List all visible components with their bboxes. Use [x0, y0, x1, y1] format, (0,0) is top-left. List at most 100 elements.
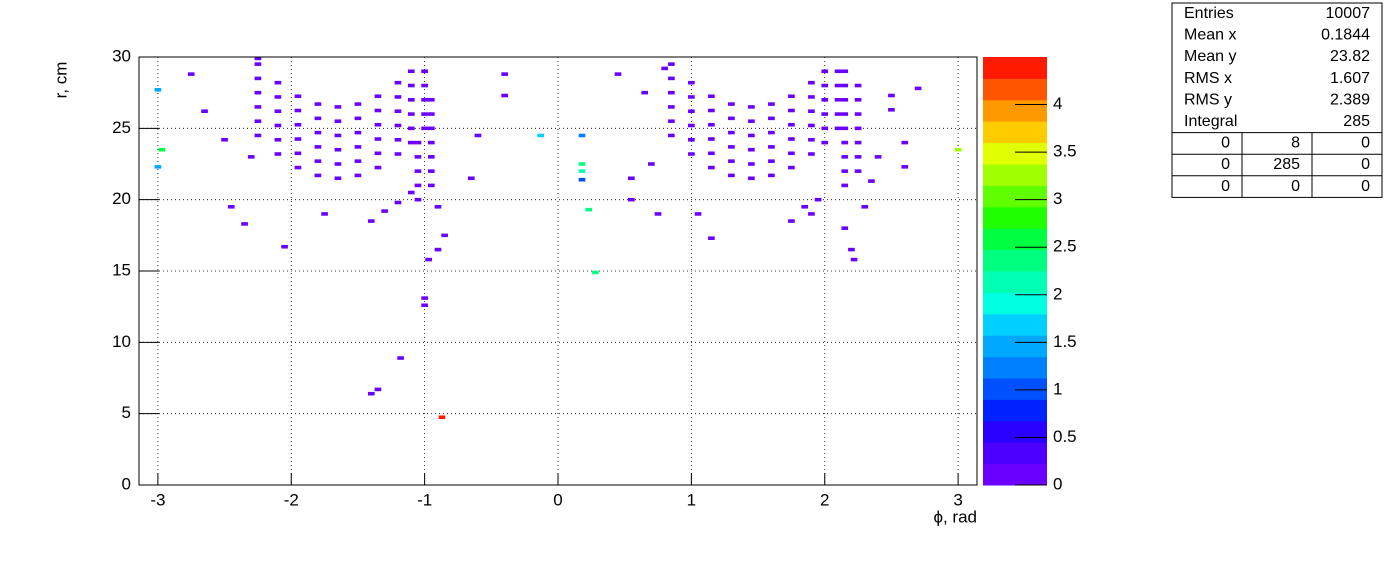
stats-value: 23.82	[1330, 48, 1370, 65]
cell	[314, 173, 322, 178]
cell	[154, 165, 162, 169]
palette-band	[983, 228, 1047, 251]
x-tick-label: -3	[150, 490, 165, 509]
cell	[427, 169, 435, 173]
cell	[708, 151, 715, 156]
cell	[654, 212, 662, 216]
cell	[748, 176, 755, 181]
stats-cell: 0	[1361, 135, 1370, 152]
cell	[914, 86, 922, 91]
cell	[394, 95, 402, 99]
cell	[834, 126, 842, 131]
cell	[427, 183, 435, 188]
cell	[688, 109, 695, 113]
stats-label: Entries	[1184, 5, 1234, 22]
palette-band	[983, 292, 1047, 315]
stats-label: Integral	[1184, 113, 1237, 130]
cell	[668, 90, 675, 95]
cell	[294, 137, 302, 141]
cell	[708, 108, 715, 113]
cell	[861, 205, 869, 209]
cell	[281, 244, 288, 249]
cell	[421, 83, 428, 88]
cell	[407, 126, 415, 131]
cell	[394, 152, 402, 156]
cell	[841, 226, 849, 230]
palette-band	[983, 249, 1047, 272]
cell	[708, 165, 715, 170]
palette-band	[983, 463, 1047, 486]
cell	[821, 140, 829, 145]
cell	[294, 94, 302, 99]
x-axis-label: ϕ, rad	[933, 507, 977, 526]
cell	[427, 155, 435, 159]
cell	[314, 159, 322, 163]
cell	[748, 119, 755, 123]
stats-value: 285	[1343, 113, 1370, 130]
cell	[381, 209, 388, 213]
cell	[434, 205, 442, 209]
cell	[901, 165, 909, 169]
palette-band	[983, 142, 1047, 165]
cell	[414, 140, 422, 145]
cell	[158, 147, 166, 152]
cell	[888, 93, 895, 98]
cell	[688, 152, 695, 156]
cell	[848, 247, 855, 252]
cell	[227, 205, 235, 209]
cell	[708, 122, 715, 127]
cell	[578, 133, 586, 138]
cell	[254, 133, 262, 138]
cell	[688, 80, 695, 85]
cell	[841, 183, 849, 188]
cell	[854, 83, 862, 88]
cell	[708, 137, 715, 141]
cell	[578, 169, 586, 173]
stats-label: RMS x	[1184, 70, 1232, 87]
cell	[187, 72, 195, 76]
cell	[421, 303, 428, 308]
cell	[668, 76, 675, 81]
cell	[694, 212, 702, 216]
cell	[354, 159, 362, 163]
palette-band	[983, 399, 1047, 422]
cell	[241, 222, 248, 226]
cell	[728, 159, 735, 163]
cell	[788, 108, 795, 113]
cell	[374, 165, 382, 170]
stats-cell: 0	[1221, 156, 1230, 173]
palette-band	[983, 442, 1047, 465]
cell	[808, 80, 815, 85]
cell	[648, 162, 655, 166]
cell	[688, 123, 695, 128]
palette-band	[983, 335, 1047, 358]
cell	[314, 130, 322, 135]
cell	[728, 173, 735, 178]
cell	[728, 130, 735, 135]
y-tick-label: 20	[112, 189, 131, 208]
cell	[414, 169, 422, 173]
cell	[801, 205, 809, 209]
palette-band	[983, 206, 1047, 229]
cell	[274, 109, 282, 113]
cell	[854, 126, 862, 131]
cell	[854, 169, 862, 173]
x-tick-label: 3	[953, 490, 962, 509]
stats-value: 2.389	[1330, 91, 1370, 108]
palette-band	[983, 121, 1047, 144]
stats-cell: 0	[1291, 178, 1300, 195]
y-axis-label: r, cm	[51, 62, 70, 99]
cell	[688, 137, 695, 142]
cell	[394, 80, 402, 85]
z-tick-label: 3	[1053, 189, 1062, 208]
y-tick-label: 10	[112, 332, 131, 351]
cell	[367, 391, 375, 396]
cell	[394, 109, 402, 113]
y-tick-label: 30	[112, 46, 131, 65]
cell	[578, 177, 586, 182]
cell	[501, 72, 508, 76]
cell	[274, 123, 282, 128]
cell	[841, 112, 849, 116]
cell	[854, 155, 862, 159]
